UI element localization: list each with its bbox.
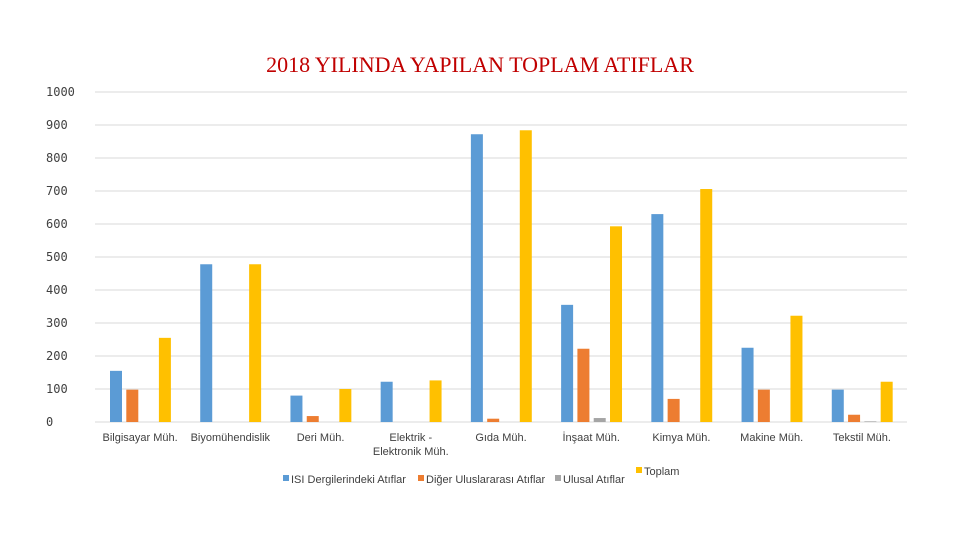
bar <box>339 389 352 422</box>
bars <box>110 130 893 423</box>
y-tick-label: 1000 <box>46 85 75 99</box>
y-tick-label: 500 <box>46 250 68 264</box>
y-tick-label: 300 <box>46 316 68 330</box>
y-tick-label: 900 <box>46 118 68 132</box>
x-tick-label: Gıda Müh. <box>475 432 526 444</box>
legend-swatch <box>283 475 289 481</box>
y-tick-label: 200 <box>46 349 68 363</box>
legend: ISI Dergilerindeki Atıflar Diğer Uluslara… <box>283 466 679 486</box>
bar <box>741 347 754 422</box>
y-tick-label: 100 <box>46 382 68 396</box>
bar <box>848 414 861 422</box>
gridlines <box>95 91 907 423</box>
x-tick-label: Bilgisayar Müh. <box>103 432 178 444</box>
bar <box>519 130 532 422</box>
x-axis-ticks: Bilgisayar Müh. Biyomühendislik Deri Müh. E… <box>103 431 891 458</box>
legend-label: ISI Dergilerindeki Atıflar <box>291 474 406 486</box>
bar <box>561 304 574 422</box>
x-tick-label: Biyomühendislik <box>191 432 271 444</box>
legend-swatch <box>555 475 561 481</box>
bar <box>290 395 303 422</box>
bar <box>158 337 171 422</box>
bar <box>880 381 893 422</box>
legend-label: Toplam <box>644 466 679 478</box>
bar <box>577 348 590 422</box>
y-tick-label: 600 <box>46 217 68 231</box>
y-axis-ticks: 0 100 200 300 400 500 600 700 800 900 1000 <box>46 85 75 429</box>
x-tick-label: Deri Müh. <box>297 432 345 444</box>
bar <box>429 380 442 422</box>
bar <box>110 370 122 422</box>
bar <box>126 389 139 422</box>
bar <box>593 418 606 422</box>
bar <box>790 315 803 422</box>
bar <box>757 389 770 422</box>
x-tick-label: Kimya Müh. <box>652 432 710 444</box>
chart-title: 2018 YILINDA YAPILAN TOPLAM ATIFLAR <box>266 52 694 77</box>
bar <box>487 418 500 422</box>
y-tick-label: 400 <box>46 283 68 297</box>
bar <box>831 389 844 422</box>
bar <box>470 134 483 423</box>
bar <box>249 264 262 422</box>
bar <box>306 416 319 422</box>
bar <box>610 226 623 422</box>
y-tick-label: 0 <box>46 415 53 429</box>
y-tick-label: 800 <box>46 151 68 165</box>
x-tick-label: İnşaat Müh. <box>562 431 619 444</box>
bar <box>864 421 877 422</box>
bar <box>651 214 664 422</box>
bar <box>667 398 680 422</box>
y-tick-label: 700 <box>46 184 68 198</box>
legend-label: Diğer Uluslararası Atıflar <box>426 474 546 486</box>
bar <box>200 264 213 422</box>
legend-label: Ulusal Atıflar <box>563 474 625 486</box>
x-tick-label: Elektrik -Elektronik Müh. <box>373 432 449 458</box>
bar <box>700 189 713 422</box>
legend-swatch <box>418 475 424 481</box>
bar <box>380 381 393 422</box>
x-tick-label: Makine Müh. <box>740 432 803 444</box>
legend-swatch <box>636 467 642 473</box>
x-tick-label: Tekstil Müh. <box>833 432 891 444</box>
